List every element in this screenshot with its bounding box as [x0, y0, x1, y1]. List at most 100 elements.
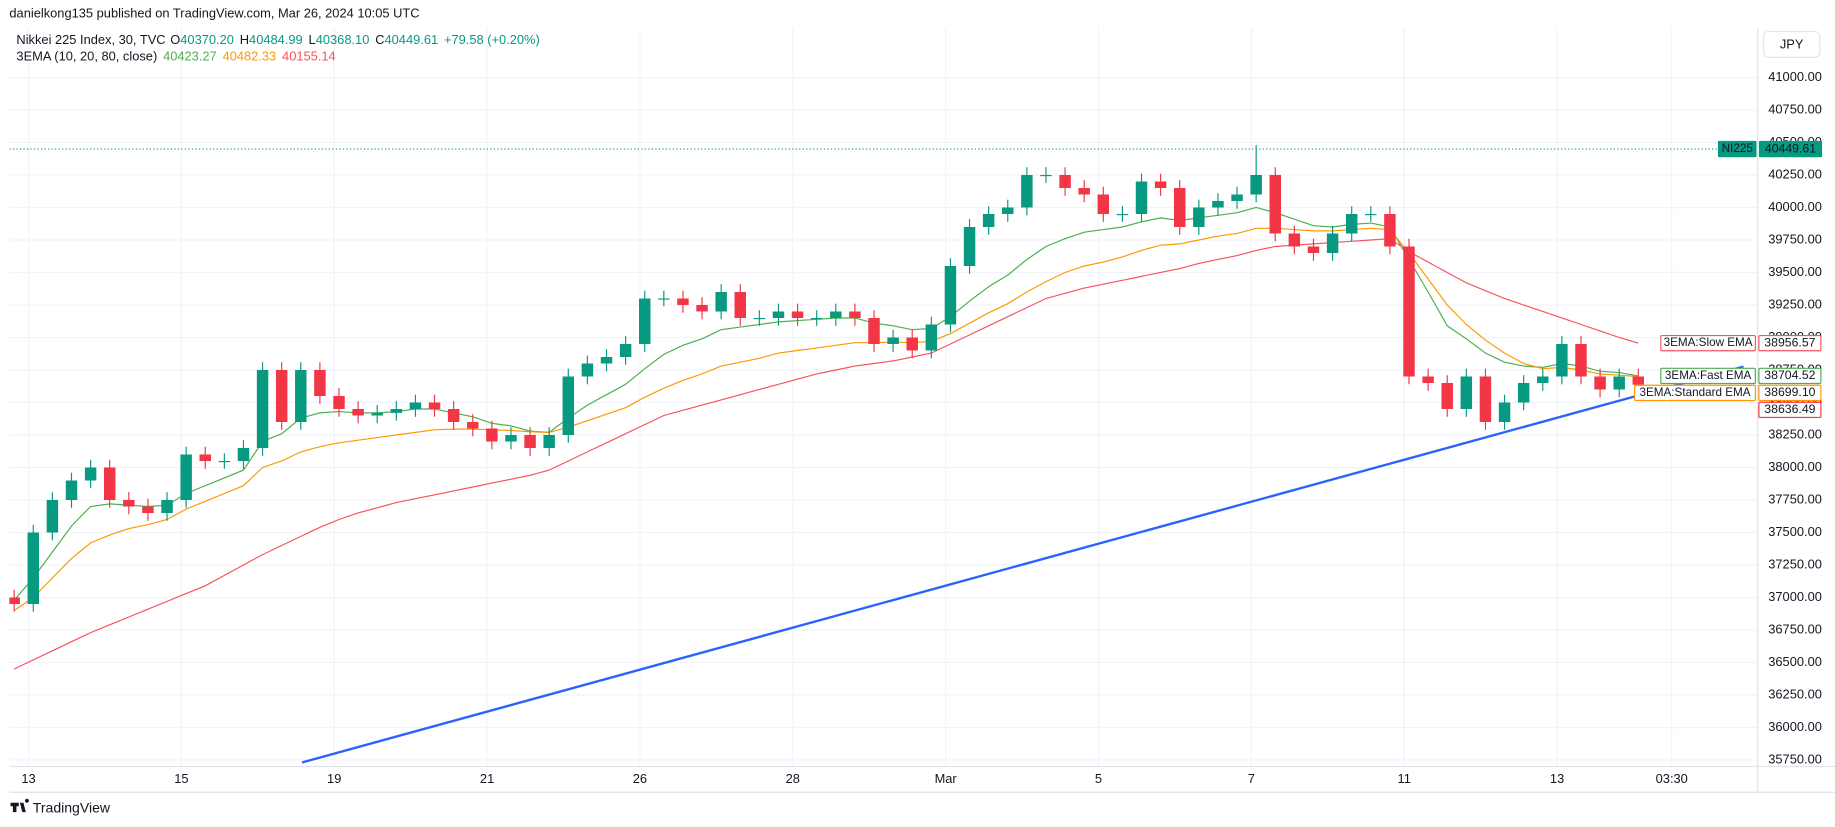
x-tick-label: 26	[633, 771, 647, 786]
candle-body	[1403, 246, 1415, 377]
y-tick-label: 40250.00	[1768, 166, 1822, 181]
candle-body	[467, 421, 479, 429]
price-tag-box	[1758, 384, 1822, 402]
candle-body	[1575, 343, 1587, 377]
candle-body	[849, 311, 861, 318]
tag-name-box	[1660, 334, 1756, 352]
footer-brand: TradingView	[33, 799, 111, 815]
candle-body	[1479, 376, 1492, 422]
candle-body	[1021, 174, 1033, 208]
candle-body	[1441, 382, 1453, 409]
candle-body	[314, 369, 326, 396]
ema-line	[13, 238, 1639, 670]
currency[interactable]: JPY	[1780, 36, 1804, 51]
x-tick-label: 19	[327, 771, 341, 786]
ohlc-key: H	[240, 32, 249, 47]
tag-name-box	[1660, 367, 1756, 385]
y-tick-label: 36250.00	[1768, 686, 1822, 701]
candle-body	[333, 395, 345, 409]
indicator-value: 40155.14	[282, 49, 336, 64]
price-tag-box	[1758, 334, 1822, 352]
y-tick-label: 36500.00	[1768, 654, 1822, 669]
candle-body	[1498, 402, 1511, 422]
y-tick-label: 39750.00	[1768, 231, 1822, 246]
tag-name-box	[1634, 384, 1756, 402]
candle-body	[123, 499, 135, 507]
y-tick-label: 41000.00	[1768, 69, 1822, 84]
candle-body	[1173, 187, 1186, 227]
candle-body	[1517, 382, 1530, 403]
tag-name: 3EMA:Fast EMA	[1665, 369, 1752, 382]
candle-body	[199, 454, 211, 461]
y-tick-label: 36000.00	[1768, 719, 1822, 734]
candle-body	[619, 343, 632, 357]
price-tag-box	[1758, 367, 1822, 385]
ohlc-value: 40368.10	[316, 32, 370, 47]
candle-body	[352, 408, 364, 416]
ohlc-key: O	[170, 32, 180, 47]
symbol-legend: Nikkei 225 Index, 30, TVC O40370.20 H40484…	[16, 32, 539, 47]
x-tick-label: 13	[21, 771, 35, 786]
candle-body	[1002, 207, 1014, 214]
x-tick-label: 11	[1398, 771, 1411, 786]
candle-body	[1384, 213, 1396, 247]
candle-body	[658, 298, 670, 300]
candle-body	[103, 467, 116, 500]
candle-body	[1154, 181, 1167, 188]
candle-body	[925, 324, 938, 351]
candle-body	[1078, 187, 1090, 195]
change-value: +79.58 (+0.20%)	[444, 32, 540, 47]
y-tick-label: 40750.00	[1768, 101, 1822, 116]
price-tag-value: 38699.10	[1764, 385, 1815, 399]
y-tick-label: 39250.00	[1768, 296, 1822, 311]
candle-body	[1326, 233, 1339, 253]
candle-body	[562, 376, 575, 435]
y-tick-label: 37500.00	[1768, 524, 1822, 539]
candle-body	[1059, 174, 1071, 188]
published-note: danielkong135 published on TradingView.c…	[9, 5, 419, 20]
candle-body	[734, 291, 746, 318]
candle-body	[65, 480, 78, 500]
x-tick-label: 13	[1550, 771, 1564, 786]
candle-body	[1537, 376, 1549, 383]
ohlc-value: 40370.20	[180, 32, 234, 47]
candle-body	[9, 597, 20, 604]
last-price-value: 40449.61	[1765, 141, 1816, 155]
candle-body	[218, 460, 231, 463]
candle-body	[715, 291, 727, 312]
candle-body	[275, 369, 288, 422]
candle-body	[906, 337, 918, 351]
y-tick-label: 37000.00	[1768, 589, 1822, 604]
y-tick-label: 35750.00	[1768, 751, 1822, 766]
indicator-value: 40423.27	[163, 49, 217, 64]
currency-box[interactable]	[1762, 31, 1821, 58]
candle-body	[1097, 194, 1110, 214]
candle-body	[600, 356, 613, 364]
candle-body	[1345, 213, 1358, 234]
candle-body	[868, 317, 880, 344]
y-tick-label: 38000.00	[1768, 459, 1822, 474]
candle-body	[753, 317, 766, 320]
candle-body	[390, 408, 403, 413]
candle-body	[1135, 181, 1148, 214]
y-tick-label: 38250.00	[1768, 426, 1822, 441]
last-price-box	[1758, 140, 1823, 158]
x-tick-label: 7	[1248, 771, 1255, 786]
symbol-tag-box	[1717, 140, 1757, 158]
ema-line	[13, 206, 1639, 601]
price-tag-value: 38704.52	[1764, 368, 1815, 382]
candle-body	[371, 412, 383, 416]
candle-body	[772, 311, 785, 318]
candle-body	[524, 434, 536, 448]
candle-body	[1632, 376, 1645, 385]
candle-body	[1460, 376, 1473, 409]
candle-body	[1193, 207, 1205, 227]
candle-body	[963, 226, 976, 266]
x-tick-label: 21	[480, 771, 494, 786]
indicator-name: 3EMA (10, 20, 80, close)	[16, 49, 157, 64]
candle-body	[84, 467, 97, 481]
candle-body	[543, 434, 555, 448]
candle-body	[1212, 200, 1224, 208]
candle-body	[581, 363, 594, 377]
